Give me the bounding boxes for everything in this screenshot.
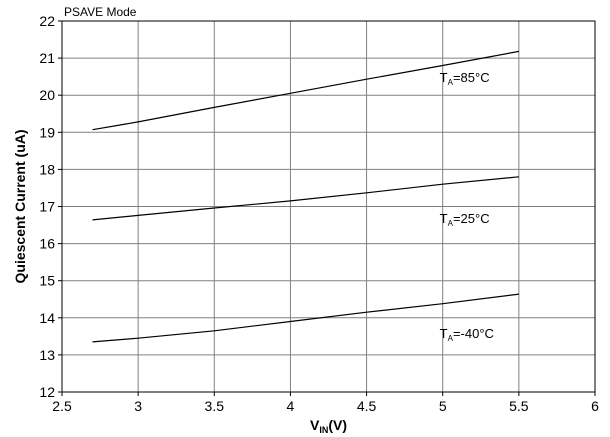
x-axis-label: VIN(V) [310, 417, 347, 435]
y-tick-label: 16 [39, 236, 55, 252]
series-lines [92, 50, 520, 343]
y-tick-label: 21 [39, 50, 55, 66]
labels: PSAVE Mode VIN(V) Quiescent Current (uA) TA… [12, 5, 494, 435]
y-tick-label: 12 [39, 384, 55, 400]
x-tick-label: 5 [439, 398, 447, 414]
y-tick-label: 15 [39, 273, 55, 289]
series-line [92, 50, 520, 131]
y-tick-label: 14 [39, 310, 55, 326]
series-label: TA=25°C [440, 211, 490, 228]
chart-title: PSAVE Mode [64, 5, 137, 19]
y-tick-label: 18 [39, 161, 55, 177]
grid [62, 21, 595, 392]
y-tick-label: 19 [39, 124, 55, 140]
series-label: TA=85°C [440, 70, 490, 87]
axes: 2.5 3 3.5 4 4.5 5 5.5 6 12 13 14 15 16 17 18 19 20 21 22 [39, 13, 599, 414]
x-tick-label: 4 [287, 398, 295, 414]
series-label: TA=-40°C [440, 326, 494, 343]
y-tick-label: 20 [39, 87, 55, 103]
x-tick-label: 3.5 [205, 398, 225, 414]
x-tick-label: 6 [591, 398, 599, 414]
y-tick-label: 13 [39, 347, 55, 363]
y-axis-label: Quiescent Current (uA) [12, 129, 28, 283]
x-tick-label: 5.5 [509, 398, 529, 414]
y-tick-label: 17 [39, 199, 55, 215]
series-line [92, 293, 519, 343]
x-tick-label: 4.5 [357, 398, 377, 414]
x-tick-label: 2.5 [52, 398, 72, 414]
series-line [92, 176, 519, 221]
x-tick-label: 3 [134, 398, 142, 414]
y-tick-label: 22 [39, 13, 55, 29]
